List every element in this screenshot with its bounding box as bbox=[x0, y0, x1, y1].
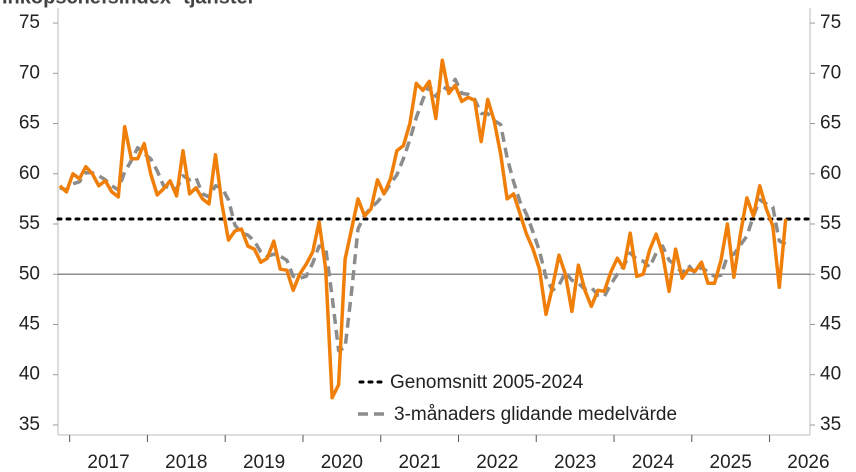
y2-tick-label: 55 bbox=[820, 213, 841, 234]
y2-tick-label: 45 bbox=[820, 313, 841, 334]
y2-tick-label: 65 bbox=[820, 113, 841, 134]
x-tick-label: 2018 bbox=[165, 452, 207, 472]
x-tick-label: 2022 bbox=[476, 452, 518, 472]
y-tick-label: 45 bbox=[19, 313, 40, 334]
y2-tick-label: 70 bbox=[820, 62, 841, 83]
y-tick-label: 55 bbox=[19, 213, 40, 234]
y-tick-label: 75 bbox=[19, 12, 40, 33]
x-tick-label: 2024 bbox=[632, 452, 675, 472]
x-tick-label: 2026 bbox=[787, 452, 829, 472]
x-tick-label: 2023 bbox=[554, 452, 596, 472]
y-tick-label: 50 bbox=[19, 263, 40, 284]
y2-tick-label: 60 bbox=[820, 163, 841, 184]
y-tick-label: 35 bbox=[19, 414, 40, 435]
y2-tick-label: 75 bbox=[820, 12, 841, 33]
legend-label: 3-månaders glidande medelvärde bbox=[394, 404, 677, 425]
series-line bbox=[59, 77, 787, 353]
x-tick-label: 2021 bbox=[398, 452, 440, 472]
y-tick-label: 60 bbox=[19, 163, 40, 184]
y-tick-label: 70 bbox=[19, 62, 40, 83]
chart-title: Inköpschefsindex -tjänster bbox=[2, 0, 256, 8]
y2-tick-label: 40 bbox=[820, 364, 841, 385]
y-tick-label: 40 bbox=[19, 364, 40, 385]
x-tick-label: 2017 bbox=[87, 452, 129, 472]
x-tick-label: 2020 bbox=[321, 452, 363, 472]
y2-tick-label: 35 bbox=[820, 414, 841, 435]
y-tick-label: 65 bbox=[19, 113, 40, 134]
legend-box bbox=[355, 366, 740, 434]
legend-label: Genomsnitt 2005-2024 bbox=[390, 372, 584, 393]
x-tick-label: 2019 bbox=[243, 452, 285, 472]
y2-tick-label: 50 bbox=[820, 263, 841, 284]
series-line bbox=[58, 58, 788, 400]
x-tick-label: 2025 bbox=[710, 452, 752, 472]
